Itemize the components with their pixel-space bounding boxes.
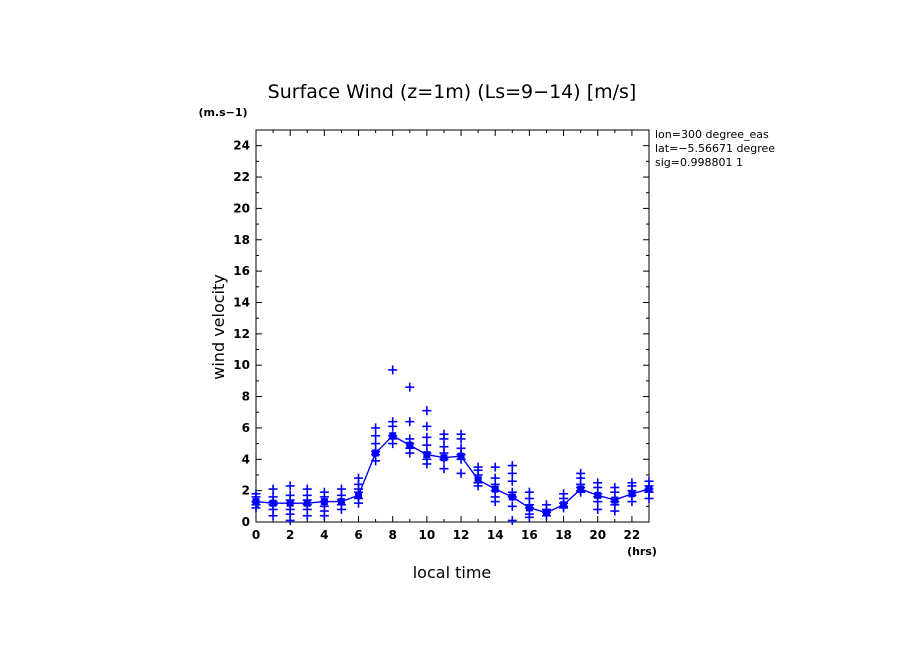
scatter-point bbox=[456, 434, 466, 444]
y-tick-label: 6 bbox=[242, 421, 250, 435]
scatter-point bbox=[610, 506, 620, 516]
scatter-point bbox=[302, 511, 312, 521]
scatter-point bbox=[507, 492, 517, 502]
y-tick-label: 16 bbox=[233, 264, 250, 278]
plot-frame bbox=[255, 129, 650, 523]
scatter-point bbox=[473, 481, 483, 491]
scatter-point bbox=[268, 511, 278, 521]
data-layer bbox=[251, 365, 654, 525]
scatter-point bbox=[405, 417, 415, 427]
x-unit-label: (hrs) bbox=[627, 545, 657, 558]
x-tick-label: 18 bbox=[555, 528, 572, 542]
x-tick-label: 22 bbox=[624, 528, 641, 542]
scatter-point bbox=[490, 462, 500, 472]
scatter-point bbox=[422, 459, 432, 469]
x-tick-label: 6 bbox=[354, 528, 362, 542]
scatter-point bbox=[251, 503, 261, 513]
scatter-point bbox=[507, 468, 517, 478]
y-tick-label: 2 bbox=[242, 484, 250, 498]
x-tick-label: 8 bbox=[389, 528, 397, 542]
scatter-point bbox=[541, 511, 551, 521]
scatter-point bbox=[285, 481, 295, 491]
scatter-point bbox=[627, 497, 637, 507]
mean-line bbox=[255, 434, 650, 514]
scatter-point bbox=[319, 511, 329, 521]
x-tick-label: 12 bbox=[453, 528, 470, 542]
chart-title: Surface Wind (z=1m) (Ls=9−14) [m/s] bbox=[268, 81, 637, 103]
scatter-point bbox=[439, 454, 449, 464]
x-tick-label: 16 bbox=[521, 528, 538, 542]
y-tick-label: 4 bbox=[242, 452, 250, 466]
y-tick-label: 24 bbox=[233, 139, 250, 153]
scatter-point bbox=[593, 497, 603, 507]
scatter-point bbox=[559, 503, 569, 513]
x-tick-label: 10 bbox=[419, 528, 436, 542]
scatter-point bbox=[285, 515, 295, 525]
y-axis-label: wind velocity bbox=[209, 274, 228, 379]
scatter-point bbox=[388, 439, 398, 449]
scatter-point bbox=[371, 439, 381, 449]
y-tick-label: 0 bbox=[242, 515, 250, 529]
x-tick-label: 20 bbox=[589, 528, 606, 542]
scatter-point bbox=[456, 454, 466, 464]
x-axis-label: local time bbox=[413, 563, 492, 582]
y-unit-label: (m.s−1) bbox=[198, 106, 247, 119]
scatter-point bbox=[456, 468, 466, 478]
scatter-point bbox=[371, 431, 381, 441]
scatter-point bbox=[422, 406, 432, 416]
x-tick-label: 0 bbox=[252, 528, 260, 542]
scatter-point bbox=[388, 365, 398, 375]
scatter-point bbox=[473, 470, 483, 480]
scatter-point bbox=[644, 493, 654, 503]
y-tick-label: 12 bbox=[233, 327, 250, 341]
scatter-point bbox=[336, 504, 346, 514]
x-tick-label: 2 bbox=[286, 528, 294, 542]
scatter-point bbox=[422, 440, 432, 450]
scatter-point bbox=[490, 497, 500, 507]
scatter-point bbox=[593, 504, 603, 514]
x-tick-label: 4 bbox=[320, 528, 328, 542]
y-tick-label: 10 bbox=[233, 358, 250, 372]
y-tick-label: 18 bbox=[233, 233, 250, 247]
scatter-point bbox=[405, 382, 415, 392]
scatter-point bbox=[422, 421, 432, 431]
scatter-point bbox=[405, 448, 415, 458]
scatter-point bbox=[422, 432, 432, 442]
scatter-point bbox=[354, 498, 364, 508]
scatter-point bbox=[507, 501, 517, 511]
annotation-lat: lat=−5.56671 degree bbox=[655, 142, 775, 155]
scatter-point bbox=[507, 461, 517, 471]
scatter-point bbox=[576, 487, 586, 497]
scatter-point bbox=[268, 484, 278, 494]
y-tick-label: 22 bbox=[233, 170, 250, 184]
scatter-point bbox=[507, 515, 517, 525]
y-tick-label: 14 bbox=[233, 295, 250, 309]
y-tick-label: 20 bbox=[233, 201, 250, 215]
scatter-point bbox=[439, 434, 449, 444]
scatter-point bbox=[388, 421, 398, 431]
annotation-sig: sig=0.998801 1 bbox=[655, 156, 743, 169]
scatter-point bbox=[524, 512, 534, 522]
y-tick-label: 8 bbox=[242, 390, 250, 404]
scatter-point bbox=[439, 464, 449, 474]
x-tick-label: 14 bbox=[487, 528, 504, 542]
annotation-lon: lon=300 degree_eas bbox=[655, 128, 769, 141]
scatter-point bbox=[507, 476, 517, 486]
scatter-point bbox=[371, 456, 381, 466]
scatter-point bbox=[371, 423, 381, 433]
